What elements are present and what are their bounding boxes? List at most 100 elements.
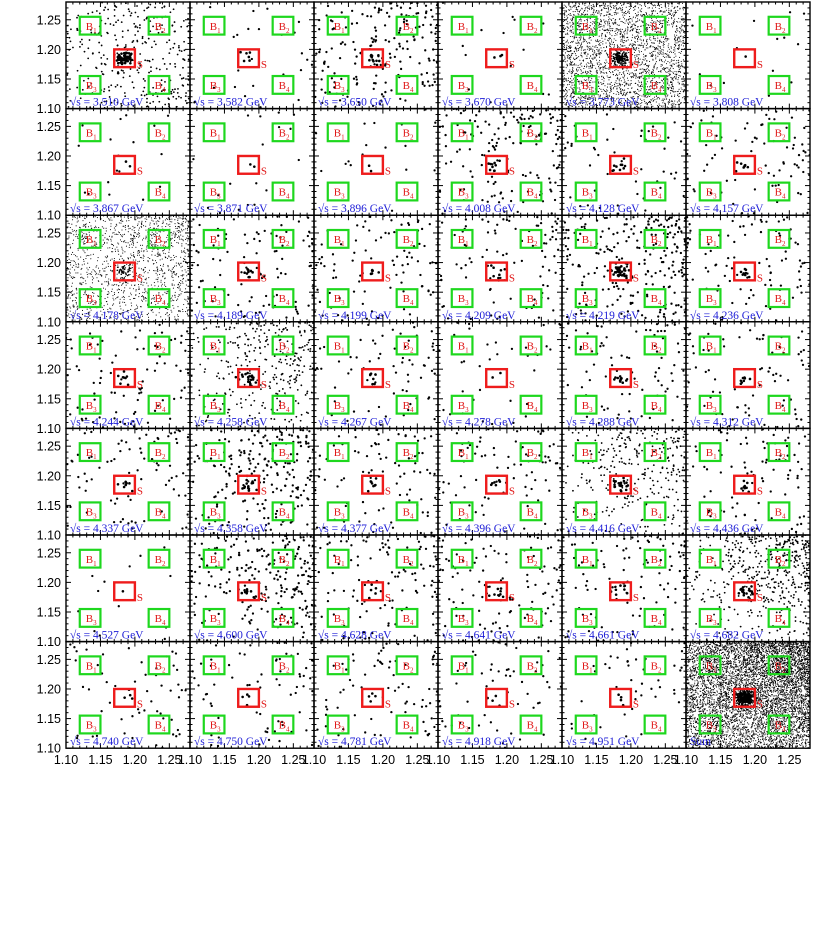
data-point: [132, 105, 135, 107]
data-point: [607, 21, 609, 23]
data-point: [566, 89, 568, 92]
data-point: [616, 24, 618, 26]
data-point: [187, 97, 190, 100]
data-point: [598, 24, 600, 26]
signal-point: [618, 51, 620, 54]
data-point: [519, 142, 522, 145]
data-point: [101, 226, 103, 228]
data-point: [66, 32, 69, 35]
data-point: [625, 70, 627, 72]
data-point: [667, 78, 669, 80]
data-point: [627, 22, 629, 24]
data-point: [568, 9, 570, 11]
data-point: [652, 58, 654, 60]
data-point: [170, 216, 172, 218]
data-point: [640, 89, 642, 92]
data-point: [650, 104, 652, 106]
data-point: [655, 6, 657, 8]
data-point: [182, 77, 185, 79]
data-point: [101, 73, 104, 75]
data-point: [75, 235, 77, 238]
data-point: [667, 103, 670, 105]
data-point: [573, 87, 575, 89]
sideband-box: [202, 74, 226, 95]
data-point: [583, 39, 585, 41]
data-point: [114, 283, 116, 285]
data-point: [615, 106, 617, 108]
data-point: [340, 11, 343, 14]
data-point: [649, 52, 651, 54]
data-point: [113, 14, 116, 17]
data-point: [634, 70, 636, 72]
energy-label: √s = 4.128 GeV: [566, 202, 640, 215]
data-point: [117, 264, 119, 266]
data-point: [517, 121, 520, 124]
data-point: [627, 2, 629, 4]
data-point: [147, 285, 149, 287]
data-point: [603, 7, 605, 9]
data-point: [175, 262, 177, 264]
data-point: [147, 272, 149, 274]
data-point: [149, 30, 152, 33]
sideband-label: B1: [458, 21, 469, 35]
panel-frame: [189, 1, 315, 110]
data-point: [681, 89, 683, 91]
data-point: [592, 48, 594, 50]
data-point: [653, 85, 655, 87]
data-point: [661, 20, 663, 22]
sideband-label: B4: [403, 80, 414, 94]
data-point: [640, 39, 642, 41]
data-point: [572, 22, 574, 24]
data-point: [434, 26, 437, 30]
data-point: [118, 243, 120, 245]
energy-label: √s = 3.670 GeV: [442, 96, 516, 109]
signal-point: [622, 55, 624, 58]
data-point: [658, 46, 660, 48]
data-point: [609, 5, 611, 7]
data-point: [682, 9, 684, 11]
data-point: [680, 102, 682, 104]
data-point: [181, 245, 183, 247]
data-point: [150, 46, 153, 49]
data-point: [131, 246, 133, 248]
data-point: [105, 301, 107, 303]
data-point: [126, 220, 128, 222]
data-point: [624, 39, 626, 42]
data-point: [564, 16, 566, 18]
data-point: [603, 47, 605, 49]
data-point: [679, 67, 681, 69]
signal-point: [120, 52, 123, 55]
data-point: [621, 35, 623, 37]
data-point: [83, 50, 86, 53]
data-point: [592, 12, 594, 14]
data-point: [480, 131, 483, 134]
data-point: [480, 28, 483, 32]
energy-label: √s = 3.867 GeV: [70, 202, 144, 215]
data-point: [571, 26, 573, 28]
data-point: [161, 222, 163, 224]
data-point: [675, 75, 677, 77]
data-point: [110, 243, 112, 245]
data-point: [598, 10, 600, 12]
data-point: [582, 96, 584, 98]
data-point: [637, 15, 639, 17]
data-point: [569, 54, 571, 57]
signal-point: [623, 164, 627, 168]
data-point: [641, 74, 643, 76]
data-point: [621, 21, 623, 23]
data-point: [398, 42, 401, 45]
data-point: [607, 55, 609, 57]
data-point: [110, 223, 112, 225]
data-point: [680, 103, 682, 105]
data-point: [667, 61, 669, 63]
data-point: [607, 11, 609, 13]
data-point: [124, 251, 126, 253]
data-point: [389, 56, 392, 59]
data-point: [366, 14, 369, 18]
data-point: [158, 100, 161, 103]
data-point: [536, 174, 539, 177]
data-point: [785, 126, 788, 129]
data-point: [605, 14, 607, 16]
data-point: [161, 258, 163, 260]
data-point: [577, 24, 579, 27]
